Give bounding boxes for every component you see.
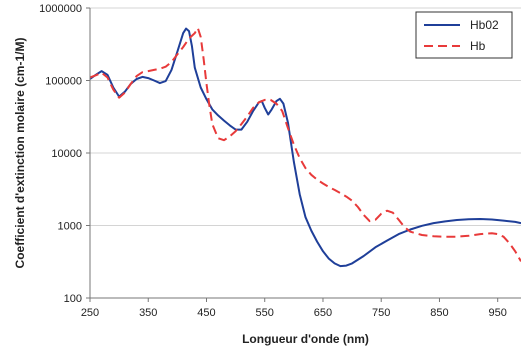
legend-box xyxy=(415,11,513,59)
y-tick-label-1: 1000 xyxy=(58,221,82,233)
legend-label-hb: Hb xyxy=(470,39,486,53)
x-tick-label-5: 750 xyxy=(372,307,390,319)
x-tick-label-7: 950 xyxy=(489,307,507,319)
y-tick-label-0: 100 xyxy=(64,293,82,305)
x-tick-label-2: 450 xyxy=(197,307,215,319)
y-tick-label-3: 100000 xyxy=(45,76,82,88)
legend-label-hb02: Hb02 xyxy=(470,18,499,32)
x-tick-label-6: 850 xyxy=(430,307,448,319)
x-tick-label-3: 550 xyxy=(256,307,274,319)
x-axis-title: Longueur d'onde (nm) xyxy=(242,332,369,346)
y-tick-label-2: 10000 xyxy=(51,148,82,160)
y-axis-title: Coefficient d'extinction molaire (cm-1/M… xyxy=(13,38,27,269)
x-tick-label-1: 350 xyxy=(139,307,157,319)
legend: Hb02 Hb xyxy=(415,11,513,59)
series-layer xyxy=(90,27,521,268)
series-line-hb02 xyxy=(90,27,521,268)
x-tick-label-4: 650 xyxy=(314,307,332,319)
y-tick-label-4: 1000000 xyxy=(39,3,82,15)
y-ticks: 100 1000 10000 100000 1000000 xyxy=(39,3,90,305)
x-tick-label-0: 250 xyxy=(81,307,99,319)
x-ticks: 250 350 450 550 650 750 850 950 xyxy=(81,298,507,319)
series-line-hb xyxy=(90,27,521,262)
